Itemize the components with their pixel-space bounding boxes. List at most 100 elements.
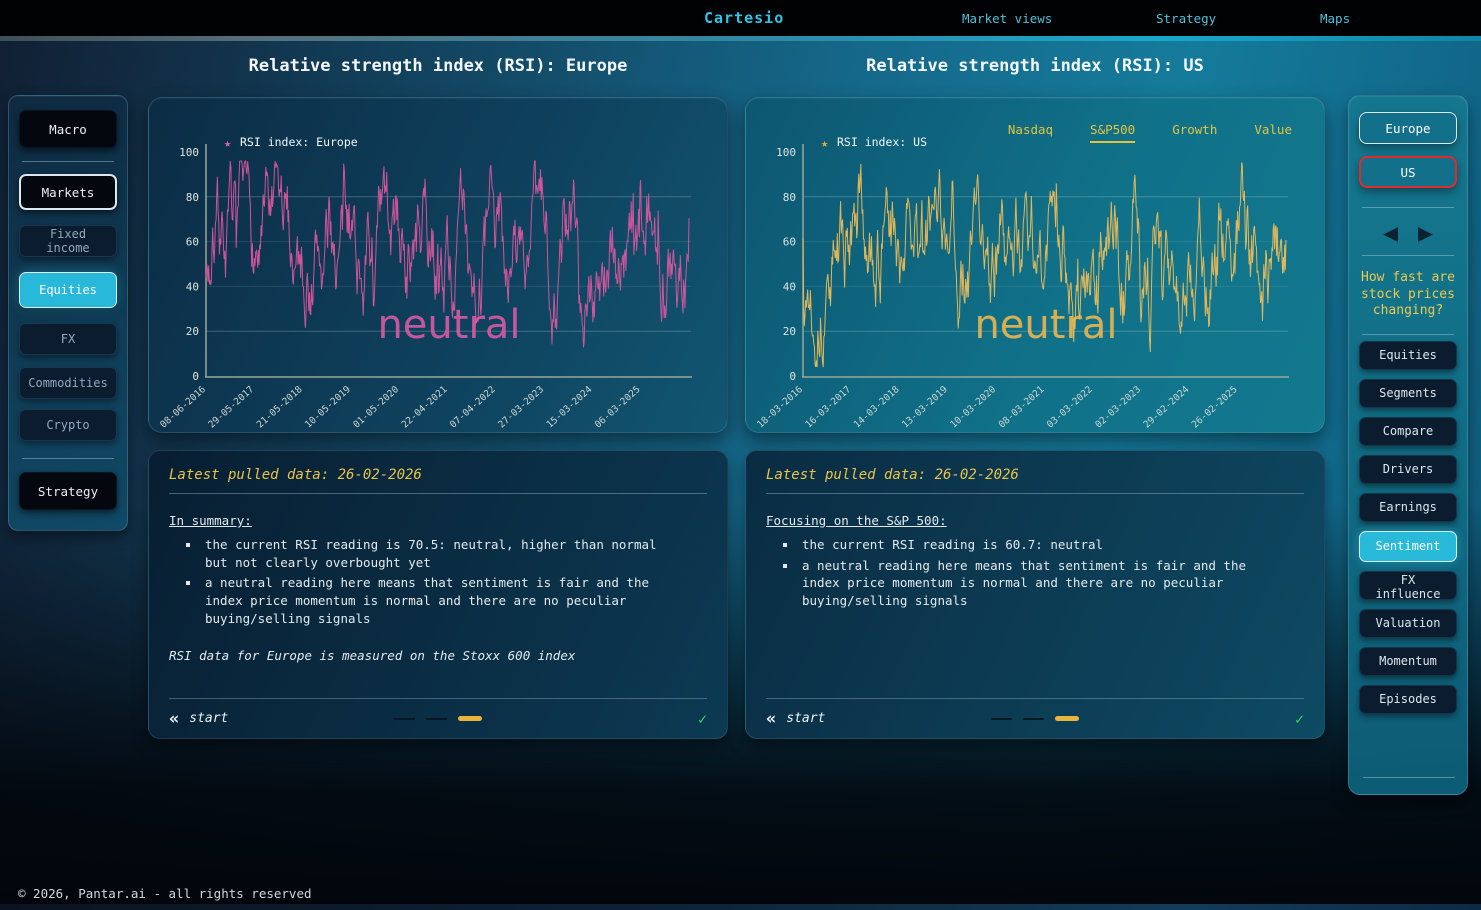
svg-text:RSI index: US: RSI index: US: [837, 135, 927, 149]
page-dash[interactable]: [991, 717, 1012, 720]
tab-sp500[interactable]: S&P500: [1090, 122, 1136, 143]
svg-text:21-05-2018: 21-05-2018: [255, 384, 305, 431]
svg-text:14-03-2018: 14-03-2018: [852, 384, 902, 431]
list-item: the current RSI reading is 60.7: neutral: [798, 536, 1278, 554]
svg-text:10-03-2020: 10-03-2020: [948, 384, 998, 431]
svg-text:01-05-2020: 01-05-2020: [351, 384, 401, 431]
svg-text:★: ★: [224, 136, 231, 150]
sidebar-item-earnings[interactable]: Earnings: [1359, 492, 1457, 522]
svg-text:80: 80: [783, 191, 796, 204]
sidebar-item-valuation[interactable]: Valuation: [1359, 608, 1457, 638]
svg-text:27-03-2023: 27-03-2023: [496, 384, 546, 430]
tab-value[interactable]: Value: [1254, 122, 1292, 137]
svg-text:06-03-2025: 06-03-2025: [593, 384, 643, 430]
sidebar-item-equities-right[interactable]: Equities: [1359, 340, 1457, 370]
left-sidebar: Macro Markets Fixed income Equities FX C…: [8, 95, 128, 531]
next-arrow-icon[interactable]: ▶: [1418, 218, 1434, 247]
divider: [1362, 333, 1454, 335]
page-indicator: [394, 716, 482, 721]
svg-text:60: 60: [186, 236, 199, 249]
svg-text:40: 40: [186, 280, 199, 293]
page-dash[interactable]: [1023, 717, 1044, 720]
svg-text:29-05-2017: 29-05-2017: [206, 384, 256, 430]
sidebar-item-equities[interactable]: Equities: [19, 272, 117, 308]
sidebar-item-macro[interactable]: Macro: [19, 110, 117, 148]
svg-text:29-02-2024: 29-02-2024: [1142, 384, 1192, 431]
tab-nasdaq[interactable]: Nasdaq: [1007, 122, 1054, 137]
sidebar-item-momentum[interactable]: Momentum: [1359, 646, 1457, 676]
europe-summary-panel: Latest pulled data: 26-02-2026 In summar…: [148, 450, 728, 739]
svg-text:08-06-2016: 08-06-2016: [158, 384, 208, 431]
svg-text:40: 40: [783, 280, 796, 293]
sidebar-item-fx-influence[interactable]: FX influence: [1359, 570, 1457, 601]
start-button[interactable]: « start: [169, 709, 228, 729]
region-button-us[interactable]: US: [1359, 156, 1457, 188]
prev-arrow-icon[interactable]: ◀: [1382, 218, 1398, 247]
sidebar-item-drivers[interactable]: Drivers: [1359, 454, 1457, 484]
start-label: start: [786, 711, 826, 726]
svg-text:★: ★: [821, 136, 828, 150]
nav-accent-bar: [0, 36, 1481, 41]
svg-text:20: 20: [186, 325, 199, 338]
nav-maps[interactable]: Maps: [1320, 11, 1351, 26]
app-logo[interactable]: Cartesio: [704, 9, 785, 27]
europe-panel-footer: « start ✓: [169, 698, 707, 738]
success-check-icon: ✓: [697, 709, 707, 728]
divider: [22, 458, 114, 459]
svg-text:26-02-2025: 26-02-2025: [1190, 384, 1240, 430]
us-summary-body: Focusing on the S&P 500: the current RSI…: [766, 494, 1304, 610]
rewind-icon: «: [169, 708, 180, 729]
start-label: start: [189, 711, 229, 726]
svg-text:100: 100: [776, 146, 796, 159]
us-panel-footer: « start ✓: [766, 698, 1304, 738]
top-nav: Cartesio Market views Strategy Maps: [0, 0, 1481, 36]
question-caption: How fast are stock prices changing?: [1361, 270, 1455, 319]
svg-text:60: 60: [783, 236, 796, 249]
tab-growth[interactable]: Growth: [1172, 122, 1218, 137]
sidebar-item-crypto[interactable]: Crypto: [19, 409, 117, 441]
svg-text:RSI index: Europe: RSI index: Europe: [240, 135, 358, 149]
list-item: a neutral reading here means that sentim…: [201, 574, 681, 627]
europe-chart-panel: 0 20 40 60 80 100 08-06-2016 29-05-2017 21-05-20…: [148, 97, 728, 433]
page-dash[interactable]: [426, 717, 447, 720]
sidebar-item-commodities[interactable]: Commodities: [19, 367, 117, 399]
svg-text:16-03-2017: 16-03-2017: [803, 384, 853, 430]
europe-section-title: Relative strength index (RSI): Europe: [248, 56, 628, 76]
page-indicator: [991, 716, 1079, 721]
svg-text:08-03-2021: 08-03-2021: [997, 384, 1047, 431]
svg-text:15-03-2024: 15-03-2024: [545, 384, 595, 431]
page-dash-active[interactable]: [1055, 716, 1079, 721]
sidebar-item-compare[interactable]: Compare: [1359, 416, 1457, 446]
sidebar-item-episodes[interactable]: Episodes: [1359, 684, 1457, 714]
page-dash-active[interactable]: [458, 716, 482, 721]
us-section-title: Relative strength index (RSI): US: [866, 56, 1204, 76]
sidebar-item-fx[interactable]: FX: [19, 323, 117, 355]
svg-text:20: 20: [783, 325, 796, 338]
svg-text:22-04-2021: 22-04-2021: [400, 384, 450, 431]
us-pulled-data-header: Latest pulled data: 26-02-2026: [766, 461, 1304, 494]
europe-benchmark-note: RSI data for Europe is measured on the S…: [169, 647, 576, 663]
region-button-europe[interactable]: Europe: [1359, 112, 1457, 144]
sidebar-item-sentiment[interactable]: Sentiment: [1359, 530, 1457, 562]
svg-text:0: 0: [789, 370, 796, 383]
nav-market-views[interactable]: Market views: [962, 11, 1053, 26]
us-summary-title: Focusing on the S&P 500:: [766, 513, 947, 528]
success-check-icon: ✓: [1294, 709, 1304, 728]
rewind-icon: «: [766, 708, 777, 729]
sidebar-item-strategy[interactable]: Strategy: [19, 472, 117, 510]
svg-text:03-03-2022: 03-03-2022: [1045, 384, 1095, 430]
sidebar-item-fixed-income[interactable]: Fixed income: [19, 225, 117, 257]
svg-text:neutral: neutral: [974, 302, 1117, 348]
svg-text:100: 100: [179, 146, 199, 159]
svg-text:0: 0: [192, 370, 199, 383]
sidebar-item-segments[interactable]: Segments: [1359, 378, 1457, 408]
start-button[interactable]: « start: [766, 709, 825, 729]
page-dash[interactable]: [394, 717, 415, 720]
divider: [22, 161, 114, 162]
svg-text:18-03-2016: 18-03-2016: [755, 384, 805, 431]
nav-strategy[interactable]: Strategy: [1156, 11, 1217, 26]
sidebar-item-markets[interactable]: Markets: [19, 174, 117, 210]
us-index-tabs: Nasdaq S&P500 Growth Value: [1008, 122, 1292, 143]
us-summary-panel: Latest pulled data: 26-02-2026 Focusing …: [745, 450, 1325, 739]
us-summary-list: the current RSI reading is 60.7: neutral…: [798, 536, 1304, 610]
